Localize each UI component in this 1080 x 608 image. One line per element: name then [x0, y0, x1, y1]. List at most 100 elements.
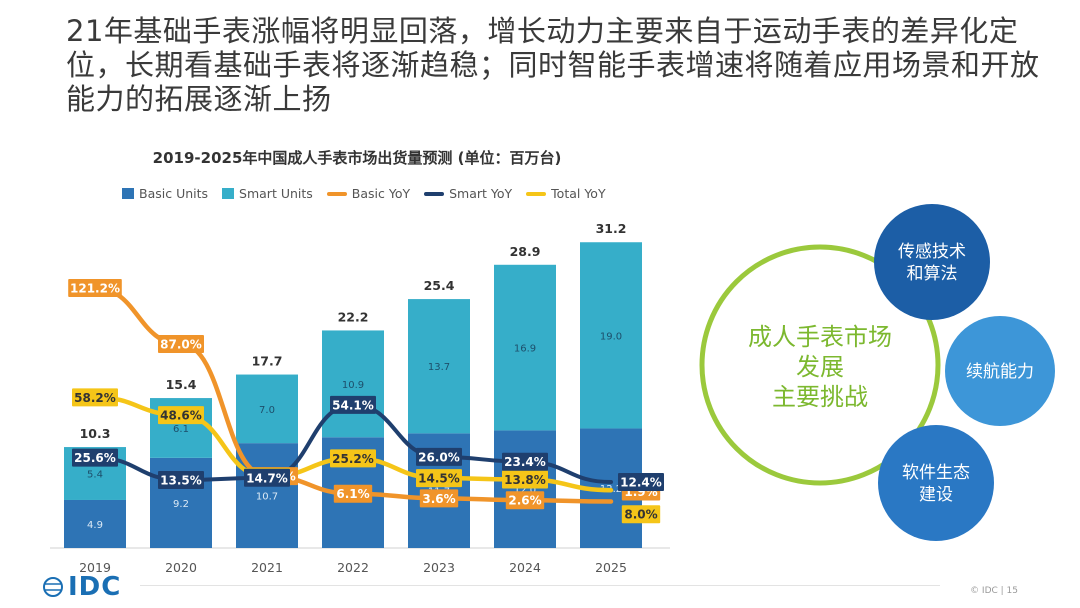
bar-label-basic-2019: 4.9	[87, 520, 103, 531]
challenge-node-2	[878, 425, 994, 541]
legend-label-smart-units: Smart Units	[239, 186, 313, 201]
challenge-node-text-0-0: 传感技术	[898, 242, 966, 262]
bar-smart-2022	[322, 330, 384, 438]
label-total-yoy-2022: 25.2%	[332, 452, 374, 466]
label-box-smart-yoy-2023	[416, 447, 462, 466]
label-smart-yoy-2020: 13.5%	[160, 474, 202, 488]
bar-label-smart-2024: 16.9	[514, 344, 536, 355]
label-smart-yoy-2022: 54.1%	[332, 398, 374, 412]
chart-title: 2019-2025年中国成人手表市场出货量预测 (单位：百万台)	[152, 149, 562, 167]
bar-total-2022: 22.2	[338, 309, 369, 324]
label-box-total-yoy-2020	[158, 406, 204, 425]
label-smart-yoy-2023: 26.0%	[418, 450, 460, 464]
center-text-0: 成人手表市场	[748, 323, 892, 351]
bar-basic-2019	[64, 499, 126, 548]
bar-smart-2023	[408, 299, 470, 434]
label-basic-yoy-2023: 3.6%	[422, 492, 455, 506]
legend-total-yoy: Total YoY	[526, 186, 606, 201]
label-box-total-yoy-2025	[621, 505, 661, 524]
slide-headline: 21年基础手表涨幅将明显回落，增长动力主要来自于运动手表的差异化定位，长期看基础…	[66, 14, 1040, 116]
label-box-basic-yoy-2024	[505, 491, 545, 510]
label-smart-yoy-2019: 25.6%	[74, 451, 116, 465]
idc-logo: IDC	[42, 572, 121, 602]
bar-label-smart-2020: 6.1	[173, 424, 189, 435]
challenge-node-text-0-1: 和算法	[907, 264, 958, 284]
label-basic-yoy-2024: 2.6%	[508, 494, 541, 508]
shipment-chart: 4.9 5.4 10.3 2019 9.2 6.1 15.4 2020 10.7 7.0 17.7 2…	[50, 221, 670, 575]
label-box-smart-yoy-2024	[502, 452, 548, 471]
label-box-basic-yoy-2020	[158, 335, 204, 354]
label-box-smart-yoy-2022	[330, 395, 376, 414]
x-tick-2021: 2021	[251, 560, 283, 575]
label-box-smart-yoy-2019	[72, 448, 118, 467]
bar-label-smart-2022: 10.9	[342, 380, 364, 391]
bar-label-smart-2023: 13.7	[428, 362, 450, 373]
legend-smart-yoy: Smart YoY	[424, 186, 512, 201]
bar-total-2023: 25.4	[424, 278, 455, 293]
footer-divider	[140, 585, 940, 586]
footer-page-number: © IDC | 15	[970, 586, 1018, 596]
legend-swatch-basic-units	[122, 188, 134, 199]
label-box-total-yoy-2023	[416, 469, 462, 488]
bar-basic-2024	[494, 430, 556, 548]
legend-swatch-total-yoy	[526, 191, 547, 196]
x-tick-2022: 2022	[337, 560, 369, 575]
label-smart-yoy-2024: 23.4%	[504, 455, 546, 469]
bar-label-basic-2024: 12.0	[514, 485, 536, 496]
challenge-node-1	[945, 316, 1055, 426]
label-basic-yoy-2019: 121.2%	[70, 282, 120, 296]
challenge-node-text-2-0: 软件生态	[902, 463, 970, 483]
bar-smart-2025	[580, 242, 642, 429]
label-box-total-yoy-2024	[502, 470, 548, 489]
bar-label-smart-2025: 19.0	[600, 331, 622, 342]
label-box-total-yoy-2022	[330, 449, 376, 468]
idc-logo-text: IDC	[68, 572, 122, 602]
label-box-smart-yoy-2025	[618, 473, 664, 492]
label-total-yoy-2025: 8.0%	[624, 508, 657, 522]
challenge-node-text-1-0: 续航能力	[966, 362, 1034, 382]
bar-total-2020: 15.4	[166, 377, 197, 392]
label-smart-yoy-2021: 14.7%	[246, 471, 288, 485]
globe-icon	[43, 577, 63, 597]
chart-legend: Basic Units Smart Units Basic YoY Smart …	[122, 186, 606, 201]
label-box-basic-yoy-2022	[333, 484, 373, 503]
center-text-1: 发展	[796, 353, 844, 381]
x-tick-2025: 2025	[595, 560, 627, 575]
center-text-2: 主要挑战	[772, 383, 868, 411]
bar-label-basic-2021: 10.7	[256, 492, 278, 503]
label-basic-yoy-2022: 6.1%	[336, 487, 369, 501]
legend-label-total-yoy: Total YoY	[551, 186, 606, 201]
legend-basic-units: Basic Units	[122, 186, 208, 201]
label-box-basic-yoy-2023	[419, 489, 459, 508]
ring-circle	[699, 244, 941, 486]
bar-label-basic-2020: 9.2	[173, 499, 189, 510]
legend-label-basic-yoy: Basic YoY	[351, 186, 411, 201]
label-total-yoy-2020: 48.6%	[160, 409, 202, 423]
bar-total-2021: 17.7	[252, 354, 283, 369]
x-tick-2023: 2023	[423, 560, 455, 575]
label-smart-yoy-2025: 12.4%	[620, 476, 662, 490]
label-total-yoy-2024: 13.8%	[504, 473, 546, 487]
legend-swatch-basic-yoy	[326, 191, 347, 196]
label-total-yoy-2019: 58.2%	[74, 391, 116, 405]
bar-smart-2024	[494, 264, 556, 431]
legend-basic-yoy: Basic YoY	[326, 186, 411, 201]
label-box-total-yoy-2019	[72, 388, 118, 407]
challenge-node-text-2-1: 建设	[919, 485, 953, 505]
bar-label-smart-2019: 5.4	[87, 470, 103, 481]
label-basic-yoy-2020: 87.0%	[160, 338, 202, 352]
label-total-yoy-2023: 14.5%	[418, 472, 460, 486]
bar-total-2019: 10.3	[80, 426, 111, 441]
challenge-node-0	[874, 204, 990, 320]
label-box-basic-yoy-2019	[68, 279, 122, 297]
bar-smart-2021	[236, 374, 298, 444]
legend-label-basic-units: Basic Units	[139, 186, 209, 201]
legend-label-smart-yoy: Smart YoY	[449, 186, 513, 201]
legend-swatch-smart-units	[222, 188, 235, 199]
label-box-smart-yoy-2021	[244, 468, 290, 487]
label-box-smart-yoy-2020	[158, 471, 204, 490]
x-tick-2019: 2019	[79, 560, 111, 575]
legend-swatch-smart-yoy	[424, 191, 445, 196]
x-tick-2020: 2020	[165, 560, 197, 575]
